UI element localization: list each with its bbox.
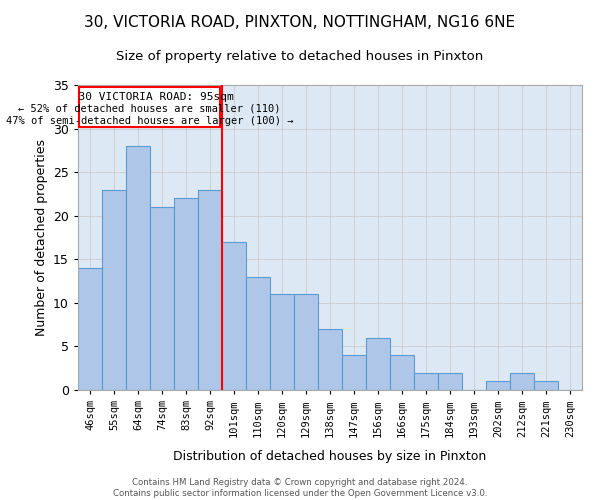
Bar — [438, 372, 462, 390]
Bar — [534, 382, 558, 390]
Text: 30 VICTORIA ROAD: 95sqm: 30 VICTORIA ROAD: 95sqm — [65, 92, 234, 102]
Bar — [198, 190, 222, 390]
Bar — [246, 276, 270, 390]
Bar — [318, 329, 342, 390]
FancyBboxPatch shape — [79, 86, 220, 127]
Bar — [126, 146, 150, 390]
Text: Size of property relative to detached houses in Pinxton: Size of property relative to detached ho… — [116, 50, 484, 63]
Bar — [294, 294, 318, 390]
Bar — [510, 372, 534, 390]
Bar — [366, 338, 390, 390]
Bar — [78, 268, 102, 390]
Text: Distribution of detached houses by size in Pinxton: Distribution of detached houses by size … — [173, 450, 487, 463]
Bar — [150, 207, 174, 390]
Bar — [222, 242, 246, 390]
Bar — [102, 190, 126, 390]
Bar — [270, 294, 294, 390]
Y-axis label: Number of detached properties: Number of detached properties — [35, 139, 47, 336]
Bar — [414, 372, 438, 390]
Bar — [390, 355, 414, 390]
Text: 30, VICTORIA ROAD, PINXTON, NOTTINGHAM, NG16 6NE: 30, VICTORIA ROAD, PINXTON, NOTTINGHAM, … — [85, 15, 515, 30]
Text: Contains HM Land Registry data © Crown copyright and database right 2024.
Contai: Contains HM Land Registry data © Crown c… — [113, 478, 487, 498]
Text: ← 52% of detached houses are smaller (110): ← 52% of detached houses are smaller (11… — [19, 104, 281, 114]
Text: 47% of semi-detached houses are larger (100) →: 47% of semi-detached houses are larger (… — [6, 116, 293, 126]
Bar — [486, 382, 510, 390]
Bar — [342, 355, 366, 390]
Bar — [174, 198, 198, 390]
